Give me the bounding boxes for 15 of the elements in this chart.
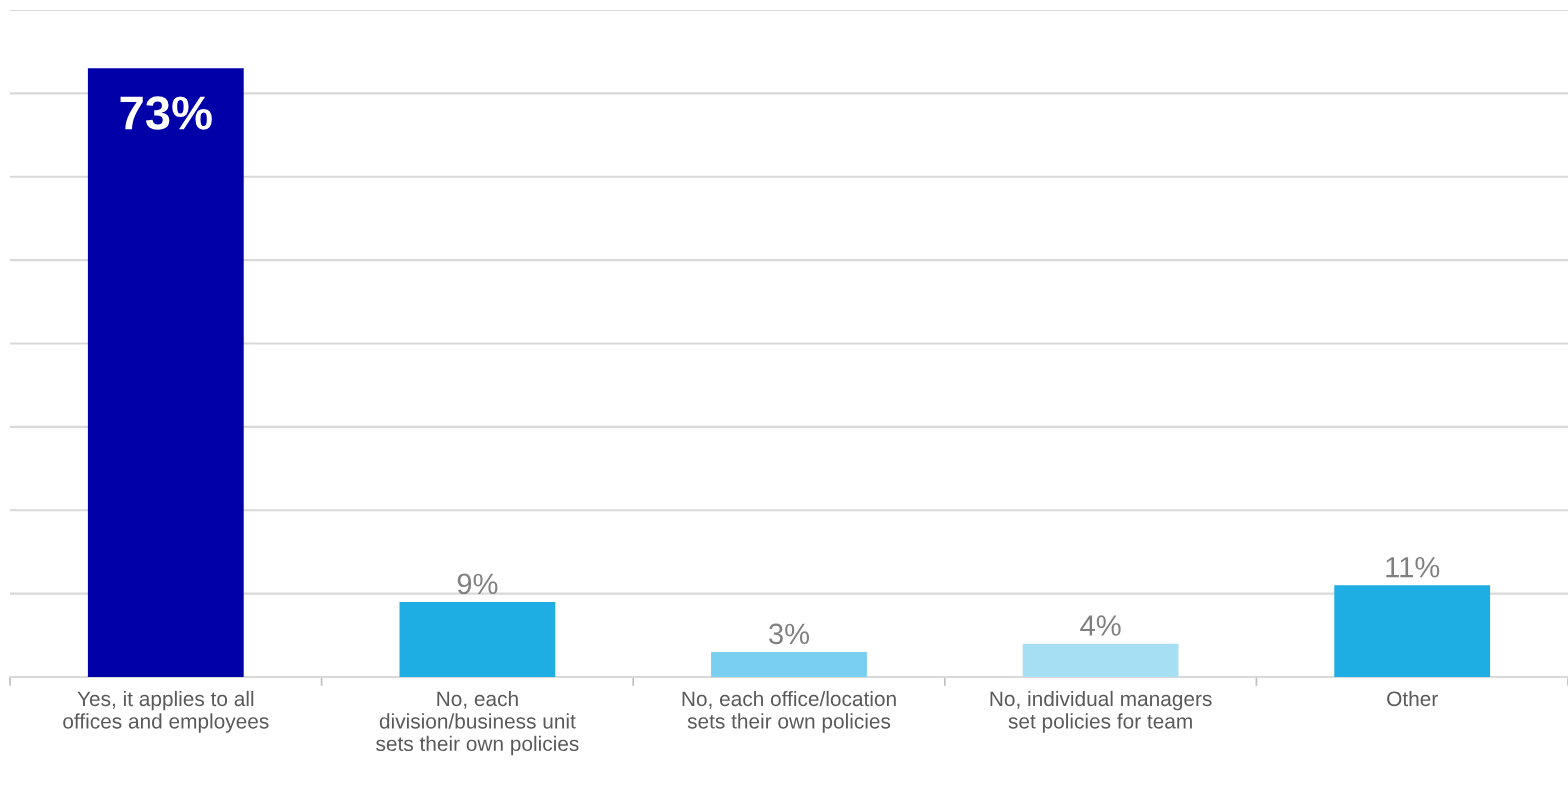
data-label: 11% <box>1386 557 1440 578</box>
bar <box>711 651 867 677</box>
bar <box>1022 643 1179 677</box>
x-tick-label: Yes, it applies to all offices and employees <box>63 690 269 733</box>
bar <box>1334 585 1491 677</box>
data-label: 9% <box>457 573 498 595</box>
data-label: 3% <box>769 623 810 645</box>
bar <box>87 68 244 677</box>
bar <box>399 601 556 677</box>
data-label: 4% <box>1080 615 1121 636</box>
data-label: 73% <box>120 96 212 130</box>
x-tick-label: No, individual managers set policies for team <box>990 690 1212 733</box>
x-tick-label: Other <box>1387 690 1438 707</box>
x-tick-label: No, each division/business unit sets their own policies <box>376 690 579 756</box>
x-tick-label: No, each office/location sets their own policies <box>682 690 896 733</box>
